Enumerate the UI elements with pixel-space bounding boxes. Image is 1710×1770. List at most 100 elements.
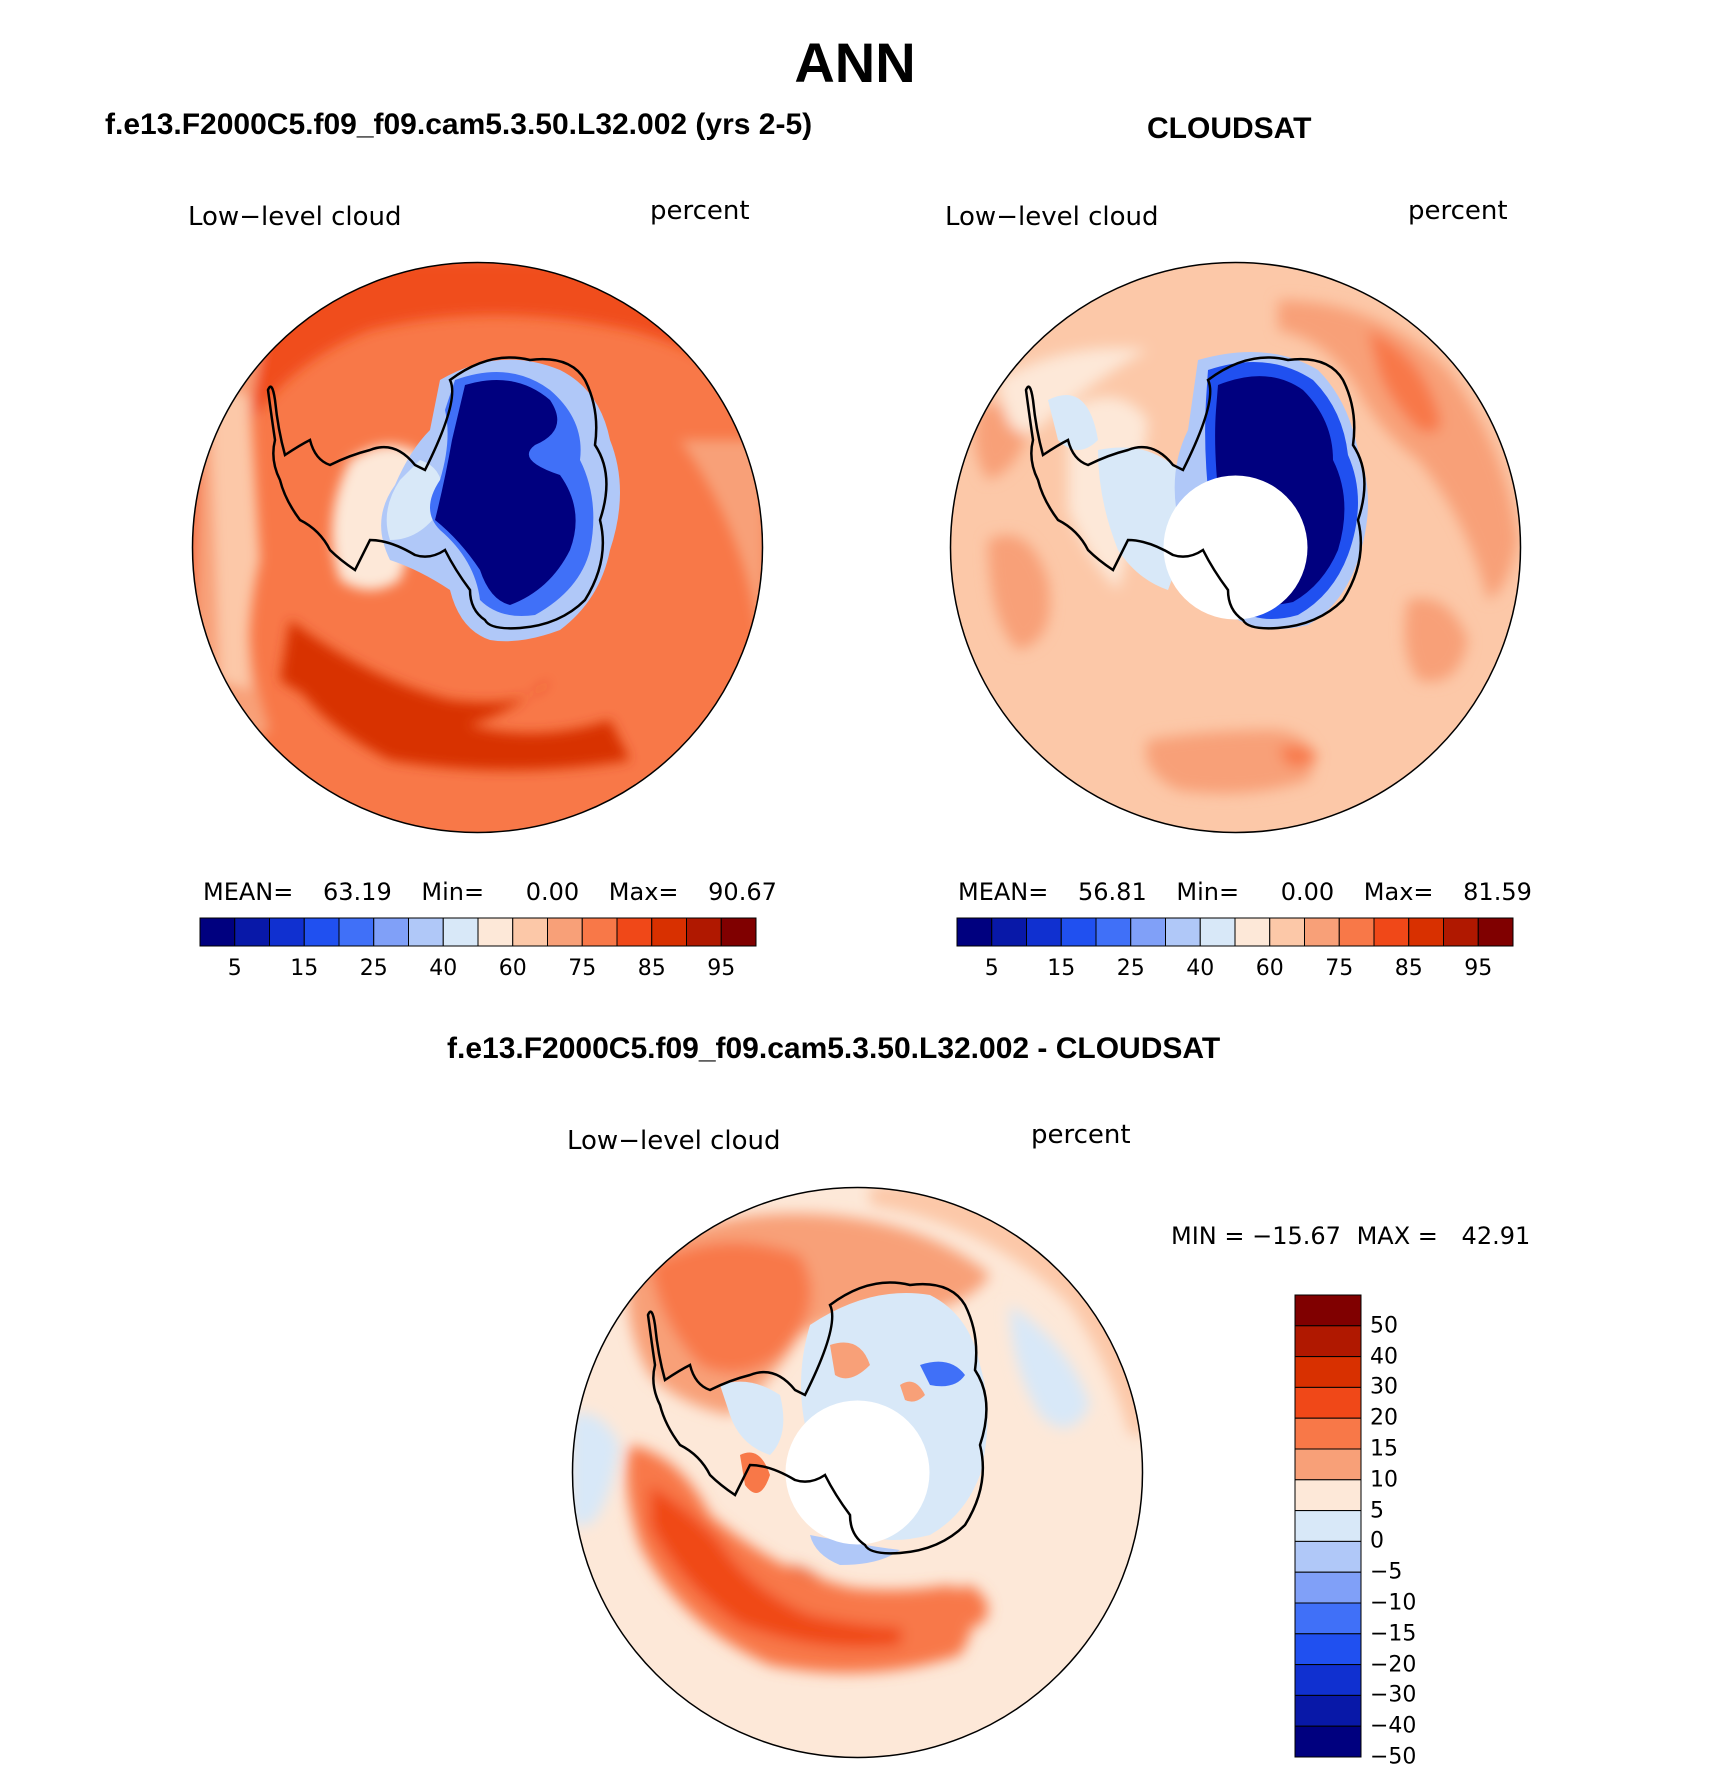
max-label: Max= — [1363, 878, 1434, 906]
diff-max-value: 42.91 — [1461, 1222, 1531, 1250]
diff-panel-title: f.e13.F2000C5.f09_f09.cam5.3.50.L32.002 … — [447, 1032, 1221, 1065]
colorbar-tick-label: 60 — [498, 956, 527, 981]
min-value: 0.00 — [525, 878, 580, 906]
colorbar-box — [651, 917, 687, 947]
colorbar-box — [338, 917, 375, 947]
model-variable-label: Low−level cloud — [188, 202, 402, 232]
colorbar-box — [720, 917, 757, 947]
colorbar-box — [442, 917, 479, 947]
colorbar-tick-label: 15 — [1370, 1436, 1398, 1462]
colorbar-tick-label: 25 — [359, 956, 388, 981]
colorbar-box — [1294, 1571, 1362, 1604]
colorbar-box — [1294, 1602, 1362, 1635]
diff-variable-label: Low−level cloud — [567, 1126, 781, 1156]
colorbar-box — [1199, 917, 1236, 947]
colorbar-box — [234, 917, 270, 947]
colorbar-tick-label: 85 — [637, 956, 666, 981]
max-value: 81.59 — [1463, 878, 1532, 906]
colorbar-box — [1294, 1294, 1362, 1327]
colorbar-tick-label: −15 — [1370, 1621, 1417, 1647]
colorbar-tick-label: 15 — [290, 956, 319, 981]
colorbar-tick-label: 40 — [1370, 1344, 1398, 1370]
colorbar-tick-label: 5 — [227, 956, 242, 981]
model-panel-title: f.e13.F2000C5.f09_f09.cam5.3.50.L32.002 … — [105, 108, 813, 141]
colorbar-box — [1294, 1448, 1362, 1481]
colorbar-box — [991, 917, 1027, 947]
colorbar-box — [1294, 1479, 1362, 1512]
colorbar-box — [1294, 1510, 1362, 1542]
mean-value: 56.81 — [1078, 878, 1147, 906]
diff-stats: MIN = −15.67 MAX = 42.91 — [1171, 1222, 1530, 1250]
colorbar-box — [1026, 917, 1062, 947]
colorbar-tick-label: 75 — [1325, 956, 1354, 981]
model-polar-map — [191, 261, 764, 834]
model-colorbar — [199, 917, 757, 947]
colorbar-box — [373, 917, 409, 947]
diff-units-label: percent — [1031, 1120, 1131, 1150]
colorbar-box — [1234, 917, 1271, 947]
colorbar-box — [1294, 1417, 1362, 1450]
colorbar-box — [1408, 917, 1444, 947]
colorbar-tick-label: 95 — [707, 956, 736, 981]
obs-units-label: percent — [1408, 196, 1508, 226]
colorbar-box — [1477, 917, 1514, 947]
colorbar-tick-label: 95 — [1464, 956, 1493, 981]
colorbar-tick-label: 30 — [1370, 1374, 1398, 1400]
colorbar-box — [1294, 1633, 1362, 1666]
colorbar-box — [1165, 917, 1201, 947]
colorbar-tick-label: −50 — [1370, 1744, 1417, 1770]
diff-polar-map — [571, 1186, 1144, 1759]
obs-stats: MEAN= 56.81 Min= 0.00 Max= 81.59 — [958, 878, 1532, 906]
colorbar-box — [1294, 1664, 1362, 1696]
colorbar-tick-label: 5 — [1370, 1498, 1384, 1524]
model-field — [192, 262, 763, 833]
colorbar-box — [1294, 1325, 1362, 1358]
main-title: ANN — [794, 31, 916, 94]
colorbar-box — [1443, 917, 1479, 947]
colorbar-box — [1269, 917, 1305, 947]
colorbar-box — [1304, 917, 1340, 947]
colorbar-tick-label: 85 — [1394, 956, 1423, 981]
max-value: 90.67 — [708, 878, 777, 906]
colorbar-box — [686, 917, 722, 947]
diff-max-label: MAX = — [1356, 1222, 1438, 1250]
diff-min-value: −15.67 — [1252, 1222, 1341, 1250]
colorbar-box — [616, 917, 653, 947]
colorbar-tick-label: 60 — [1255, 956, 1284, 981]
colorbar-box — [547, 917, 583, 947]
colorbar-tick-label: 15 — [1047, 956, 1076, 981]
model-colorbar-ticks: 5 15 25 40 60 75 85 95 — [200, 956, 756, 986]
colorbar-box — [303, 917, 340, 947]
diff-field — [572, 1187, 1143, 1758]
diff-colorbar — [1294, 1294, 1362, 1758]
colorbar-box — [1373, 917, 1410, 947]
colorbar-box — [1130, 917, 1166, 947]
colorbar-box — [1294, 1356, 1362, 1388]
colorbar-tick-label: 5 — [984, 956, 999, 981]
colorbar-box — [1338, 917, 1375, 947]
colorbar-box — [269, 917, 305, 947]
colorbar-box — [1095, 917, 1132, 947]
colorbar-tick-label: 40 — [1186, 956, 1215, 981]
colorbar-box — [956, 917, 993, 947]
colorbar-tick-label: 0 — [1370, 1528, 1384, 1554]
colorbar-tick-label: 75 — [568, 956, 597, 981]
colorbar-box — [1294, 1725, 1362, 1758]
colorbar-box — [581, 917, 618, 947]
colorbar-box — [1294, 1694, 1362, 1727]
colorbar-box — [477, 917, 514, 947]
colorbar-box — [512, 917, 548, 947]
diff-colorbar-ticks: 50 40 30 20 15 10 5 0 −5 −10 −15 −20 −30 −40 −50 — [1370, 1295, 1490, 1769]
obs-variable-label: Low−level cloud — [945, 202, 1159, 232]
obs-polar-map — [949, 261, 1522, 834]
colorbar-tick-label: −40 — [1370, 1713, 1417, 1739]
colorbar-tick-label: 50 — [1370, 1313, 1398, 1339]
colorbar-box — [1294, 1386, 1362, 1419]
colorbar-tick-label: −10 — [1370, 1590, 1417, 1616]
colorbar-tick-label: 25 — [1116, 956, 1145, 981]
colorbar-tick-label: 10 — [1370, 1467, 1398, 1493]
mean-value: 63.19 — [323, 878, 392, 906]
colorbar-tick-label: −20 — [1370, 1652, 1417, 1678]
obs-colorbar — [956, 917, 1514, 947]
obs-field — [950, 262, 1521, 833]
